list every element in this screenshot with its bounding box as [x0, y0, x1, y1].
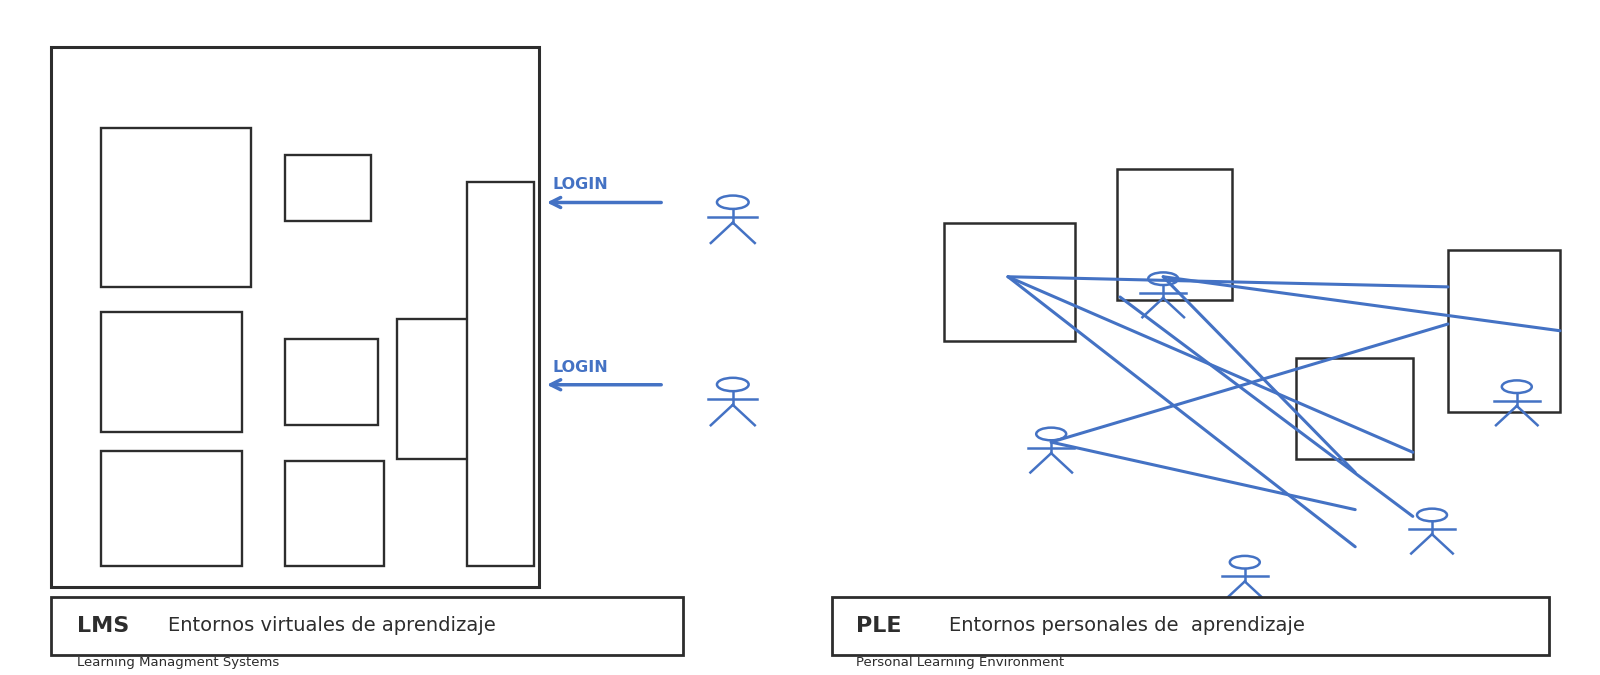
Bar	[1296, 358, 1413, 459]
Bar	[944, 223, 1075, 341]
Bar	[467, 182, 534, 566]
Text: Learning Managment Systems: Learning Managment Systems	[77, 656, 278, 670]
Bar	[51, 47, 539, 587]
Bar	[285, 155, 371, 221]
Text: Entornos virtuales de aprendizaje: Entornos virtuales de aprendizaje	[168, 616, 496, 635]
Bar	[285, 461, 384, 566]
Text: Personal Learning Environment: Personal Learning Environment	[856, 656, 1064, 670]
Bar	[101, 128, 251, 287]
Bar	[285, 339, 378, 425]
Bar	[832, 597, 1549, 655]
Bar	[397, 319, 470, 459]
Bar	[101, 451, 242, 566]
Text: Entornos personales de  aprendizaje: Entornos personales de aprendizaje	[949, 616, 1304, 635]
Bar	[1117, 169, 1232, 300]
Text: PLE: PLE	[856, 616, 901, 636]
Text: LOGIN: LOGIN	[554, 178, 608, 192]
Bar	[51, 597, 683, 655]
Text: LMS: LMS	[77, 616, 130, 636]
Bar	[101, 312, 242, 432]
Bar	[1448, 250, 1560, 412]
Text: LOGIN: LOGIN	[554, 360, 608, 375]
